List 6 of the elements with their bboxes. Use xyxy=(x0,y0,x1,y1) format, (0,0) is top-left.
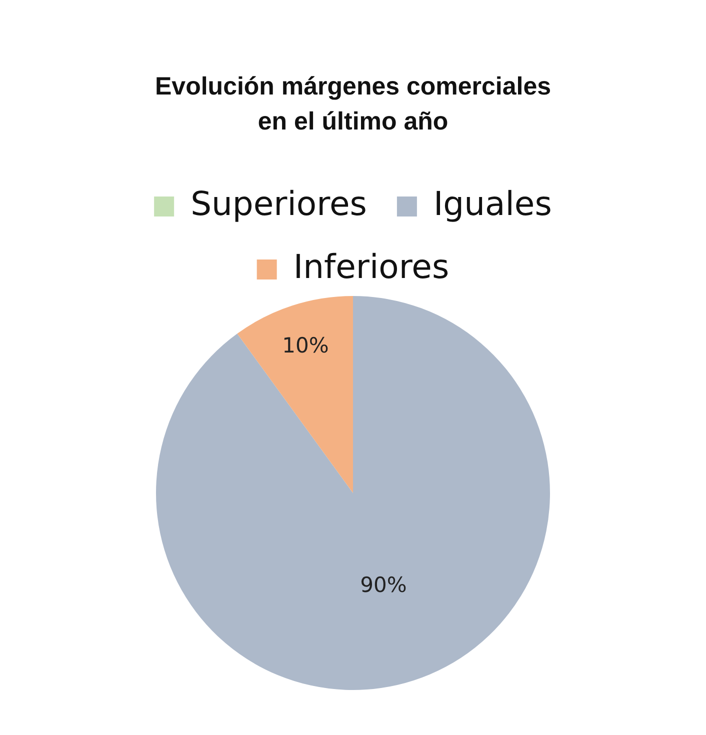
data-label: 90% xyxy=(360,573,407,598)
data-label: 10% xyxy=(282,333,329,358)
legend-label: Inferiores xyxy=(293,247,450,286)
legend-label: Superiores xyxy=(190,184,367,224)
chart-title: Evolución márgenes comerciales en el último año xyxy=(154,72,552,136)
legend-label: Iguales xyxy=(433,184,552,224)
